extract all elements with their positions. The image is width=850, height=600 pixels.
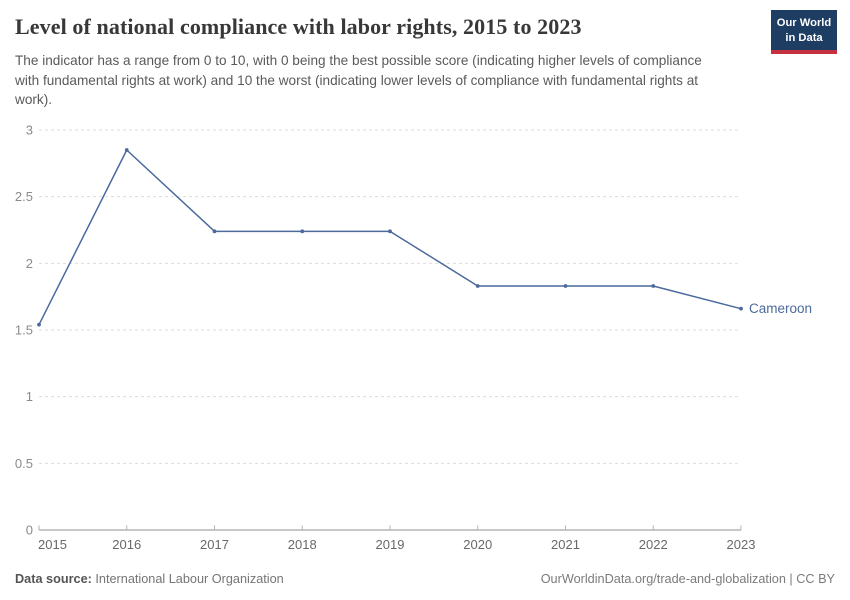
data-source-label: Data source: bbox=[15, 572, 92, 586]
credit-line: OurWorldinData.org/trade-and-globalizati… bbox=[540, 572, 835, 586]
x-tick-label-2016: 2016 bbox=[112, 537, 141, 552]
y-tick-label-0.5: 0.5 bbox=[15, 456, 33, 471]
owid-logo: Our World in Data bbox=[771, 10, 837, 55]
chart-subtitle: The indicator has a range from 0 to 10, … bbox=[15, 53, 702, 108]
x-tick-label-2022: 2022 bbox=[639, 537, 668, 552]
y-tick-label-2: 2 bbox=[26, 256, 33, 271]
y-tick-label-3: 3 bbox=[26, 123, 33, 138]
x-tick-label-2023: 2023 bbox=[727, 537, 756, 552]
data-point-2019 bbox=[388, 229, 392, 234]
data-point-2016 bbox=[124, 148, 129, 152]
x-tick-label-2020: 2020 bbox=[463, 537, 492, 552]
y-tick-label-1: 1 bbox=[26, 389, 33, 404]
page-title: Level of national compliance with labor … bbox=[15, 14, 582, 39]
data-point-2018 bbox=[300, 229, 305, 234]
data-source-value: International Labour Organization bbox=[95, 572, 284, 586]
data-point-2020 bbox=[475, 284, 480, 288]
data-point-2023 bbox=[739, 306, 743, 311]
chart-footer: Data source: International Labour Organi… bbox=[15, 572, 835, 586]
logo-line1: Our World bbox=[776, 17, 832, 29]
y-tick-label-2.5: 2.5 bbox=[15, 189, 33, 204]
x-tick-label-2015: 2015 bbox=[38, 537, 67, 552]
data-source: Data source: International Labour Organi… bbox=[15, 572, 284, 586]
series-line bbox=[38, 149, 742, 326]
x-tick-label-2017: 2017 bbox=[200, 537, 229, 552]
series-label: Cameroon bbox=[749, 301, 812, 316]
x-tick-label-2019: 2019 bbox=[376, 537, 405, 552]
x-tick-label-2021: 2021 bbox=[551, 537, 580, 552]
y-tick-label-1.5: 1.5 bbox=[15, 323, 33, 338]
data-point-2021 bbox=[563, 284, 568, 288]
data-point-2017 bbox=[212, 229, 217, 234]
data-point-2015 bbox=[37, 322, 41, 327]
y-tick-label-0: 0 bbox=[26, 523, 33, 538]
logo-line2: in Data bbox=[785, 31, 823, 44]
data-point-2022 bbox=[651, 284, 656, 288]
x-tick-label-2018: 2018 bbox=[288, 537, 317, 552]
